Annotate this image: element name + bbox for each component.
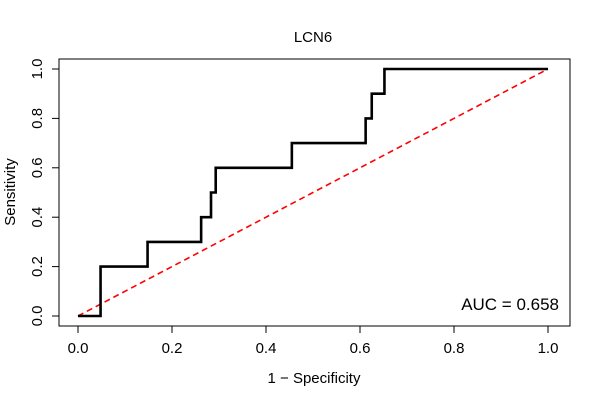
x-tick-label: 0.2 (162, 340, 183, 357)
series-layer (77, 67, 549, 318)
plot-frame (58, 58, 571, 327)
x-tick-label: 0.6 (350, 340, 371, 357)
auc-annotation: AUC = 0.658 (461, 295, 559, 314)
chance-diagonal-line (77, 68, 549, 317)
y-tick-label: 0.0 (29, 306, 46, 327)
y-tick-label: 0.8 (29, 108, 46, 129)
y-tick-label: 0.4 (29, 207, 46, 228)
y-axis-label: Sensitivity (2, 158, 19, 226)
x-axis: 0.0 0.2 0.4 0.6 0.8 1.0 (68, 326, 559, 357)
x-axis-label: 1 − Specificity (268, 370, 361, 387)
y-tick-label: 0.2 (29, 256, 46, 277)
x-tick-label: 0.8 (444, 340, 465, 357)
y-tick-label: 1.0 (29, 59, 46, 80)
y-tick-label: 0.6 (29, 157, 46, 178)
roc-curve-line (78, 67, 548, 318)
x-tick-label: 1.0 (538, 340, 559, 357)
x-tick-label: 0.0 (68, 340, 89, 357)
y-axis: 0.0 0.2 0.4 0.6 0.8 1.0 (29, 59, 59, 327)
x-tick-label: 0.4 (256, 340, 277, 357)
chart-title: LCN6 (294, 29, 332, 46)
